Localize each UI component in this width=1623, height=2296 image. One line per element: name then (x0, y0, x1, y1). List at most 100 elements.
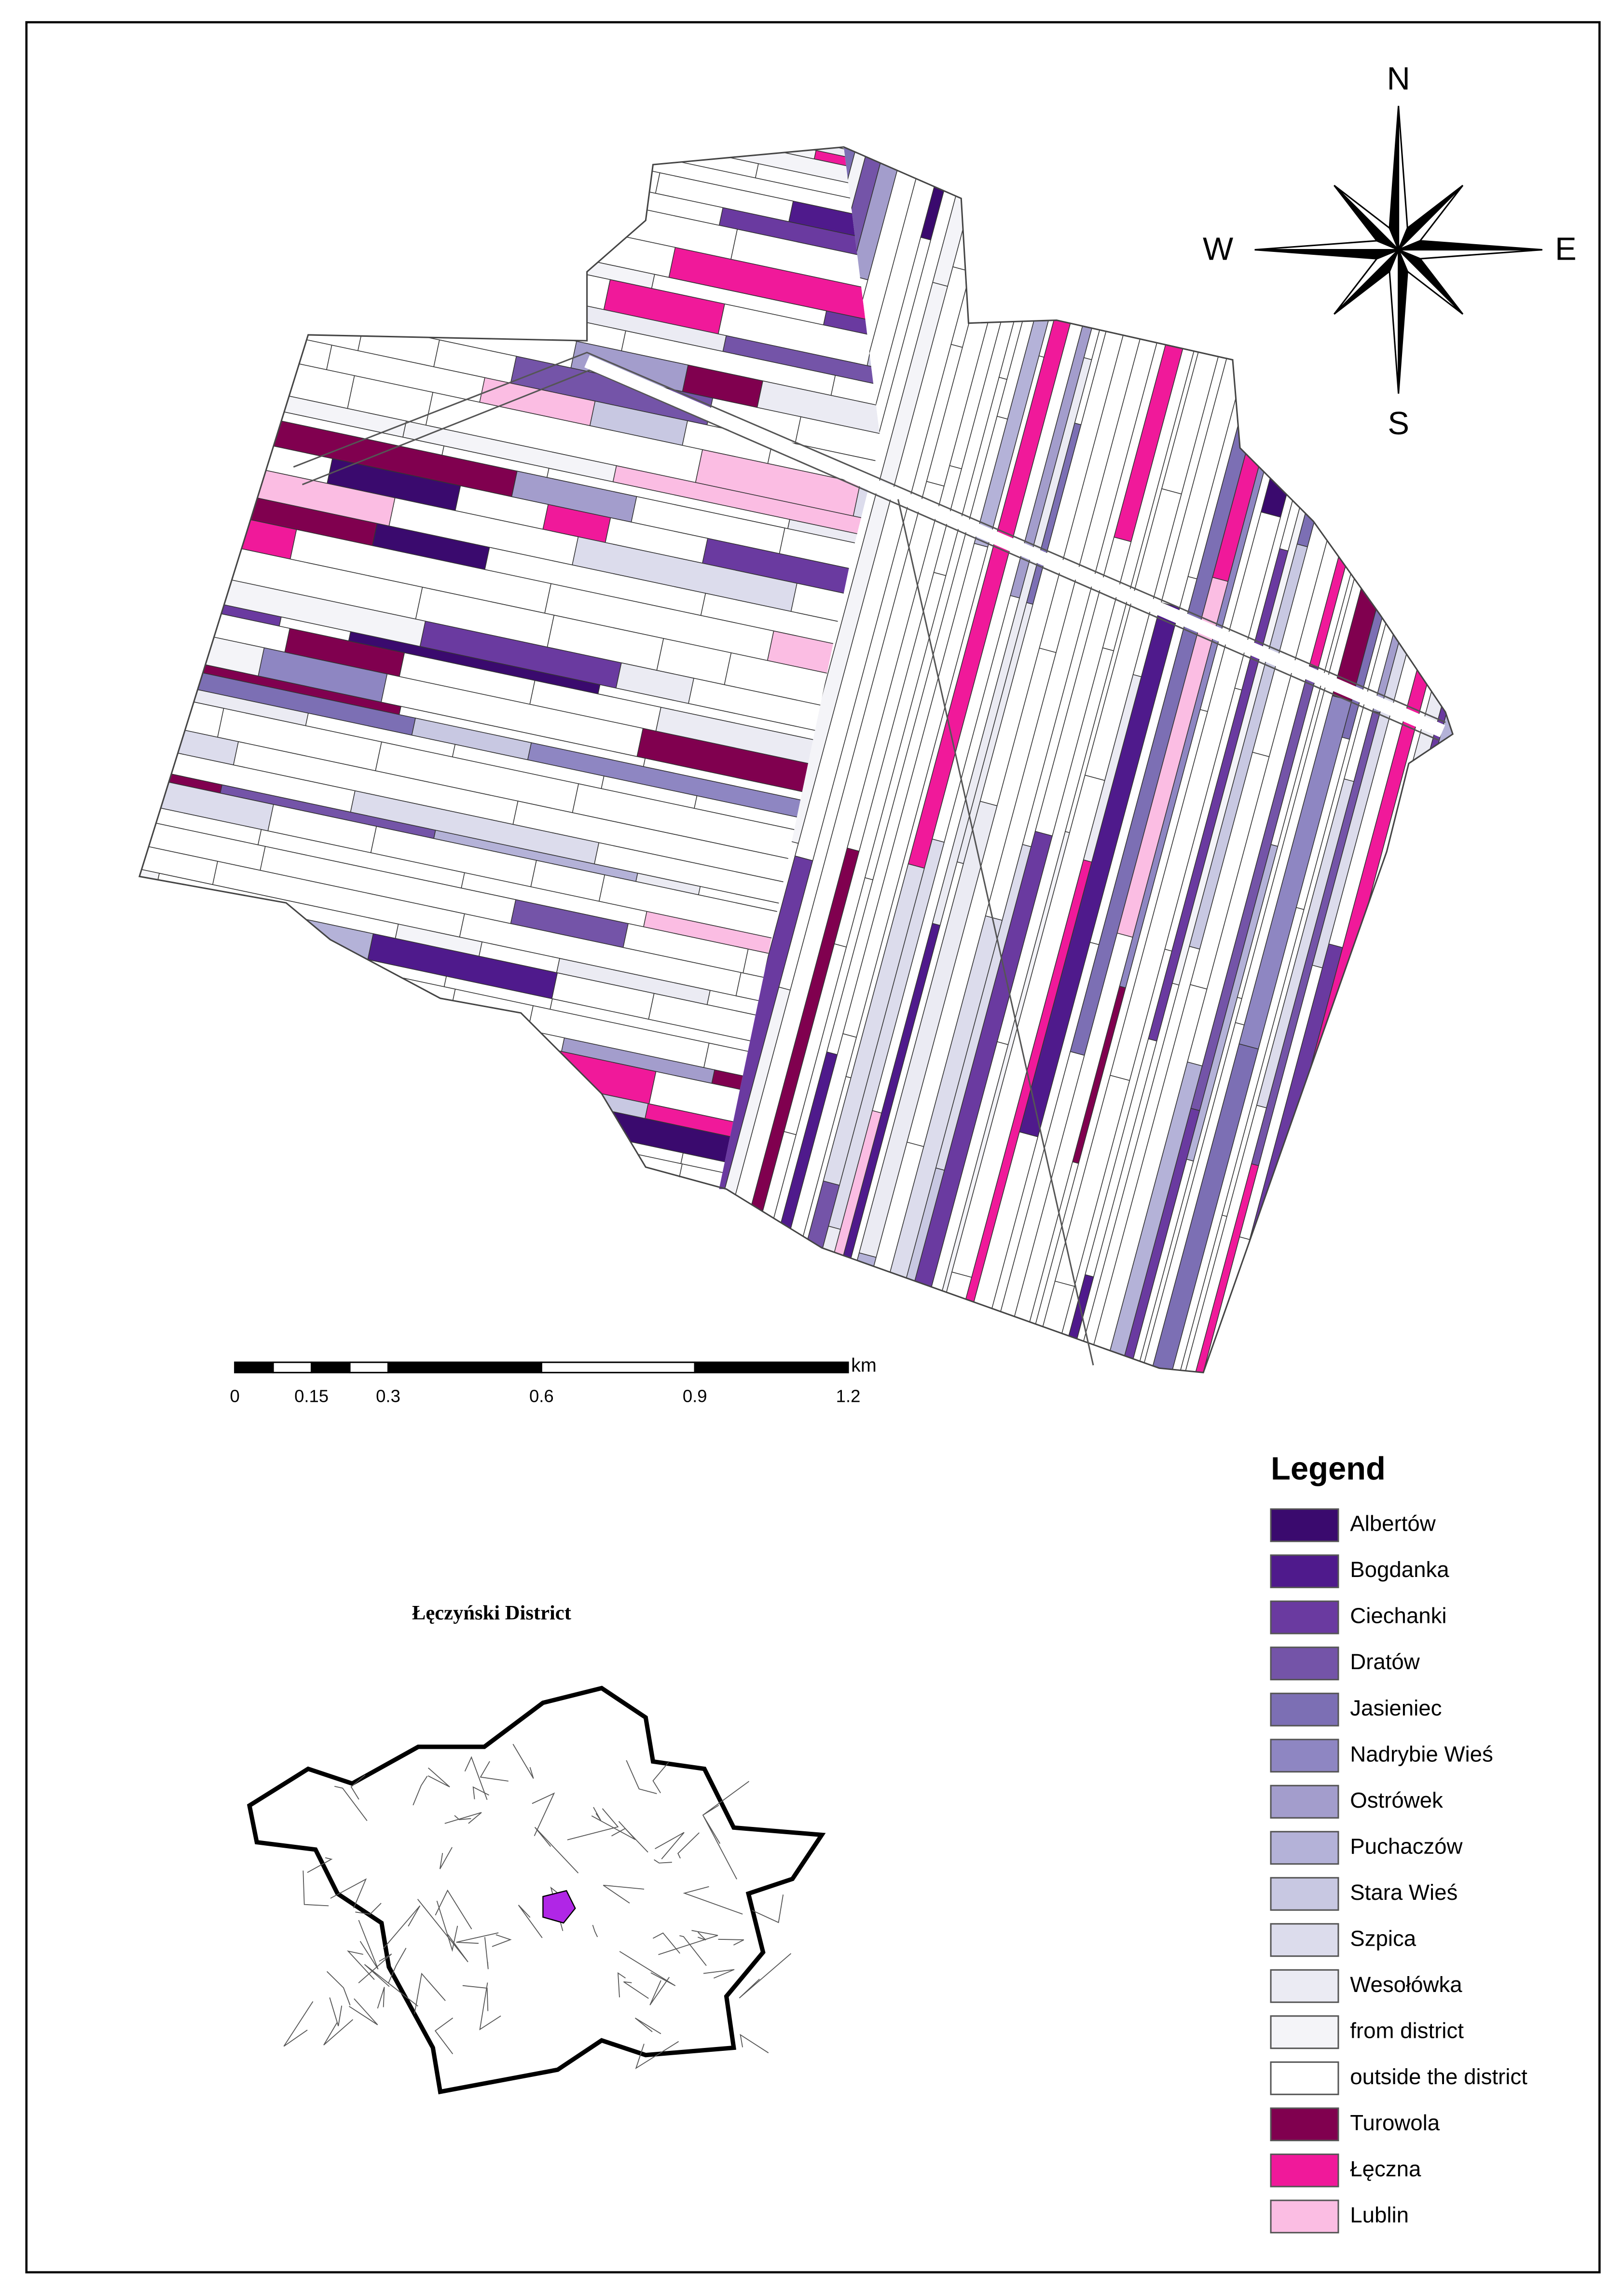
compass-rose (1254, 106, 1542, 394)
commune-boundary (444, 1812, 482, 1824)
commune-boundary (512, 1743, 534, 1779)
district-communes (283, 1743, 792, 2070)
commune-boundary (677, 1832, 700, 1859)
legend-label: Bogdanka (1350, 1557, 1449, 1582)
commune-boundary (307, 1857, 333, 1873)
commune-boundary (358, 1920, 379, 1970)
commune-boundary (698, 1932, 706, 1941)
commune-boundary (603, 1884, 645, 1904)
compass-east: E (1555, 231, 1577, 267)
legend-label: Nadrybie Wieś (1350, 1742, 1493, 1766)
legend-swatch (1270, 1831, 1339, 1865)
scale-bar: 0 0.15 0.3 0.6 0.9 1.2 (230, 1361, 860, 1406)
parcel (795, 416, 880, 489)
commune-boundary (739, 1953, 792, 1999)
commune-boundary (740, 2033, 769, 2053)
study-area (542, 1890, 576, 1924)
track (897, 499, 1094, 1366)
parcel (1607, 0, 1623, 13)
scale-label: 0.6 (529, 1386, 554, 1406)
commune-boundary (635, 2041, 679, 2070)
commune-boundary (454, 1815, 471, 1820)
legend-swatch (1270, 1600, 1339, 1634)
commune-boundary (611, 1828, 648, 1853)
scale-segment (311, 1361, 351, 1373)
parcel (756, 380, 880, 465)
commune-boundary (462, 1985, 489, 2011)
commune-boundary (617, 1972, 626, 1998)
commune-boundary (436, 1900, 458, 1952)
legend-label: Jasieniec (1350, 1696, 1442, 1720)
commune-boundary (323, 2019, 354, 2046)
commune-boundary (326, 1971, 351, 2006)
scale-label: 0.9 (683, 1386, 707, 1406)
commune-boundary (464, 1756, 488, 1800)
commune-boundary (623, 1981, 649, 1999)
legend-swatch (1270, 2153, 1339, 2187)
commune-boundary (518, 1905, 543, 1938)
legend-label: Puchaczów (1350, 1834, 1463, 1858)
commune-boundary (652, 1762, 669, 1794)
commune-boundary (592, 1924, 598, 1937)
scale-label: 0.3 (376, 1386, 400, 1406)
parcel (1619, 0, 1623, 207)
commune-boundary (456, 1932, 499, 1944)
commune-boundary (377, 1987, 385, 2009)
commune-boundary (655, 1832, 685, 1860)
scale-label: 0 (230, 1386, 240, 1406)
commune-boundary (434, 2018, 454, 2055)
parcel (0, 1150, 20, 1189)
legend-swatch (1270, 1646, 1339, 1681)
legend-swatch (1270, 1969, 1339, 2003)
parcel (1442, 0, 1529, 5)
compass-point (1334, 184, 1400, 250)
commune-boundary (702, 1781, 750, 1816)
legend-swatch (1270, 2015, 1339, 2049)
commune-boundary (348, 1998, 378, 2025)
commune-boundary (350, 1774, 366, 1800)
commune-boundary (652, 1932, 680, 1954)
commune-boundary (330, 1878, 367, 1909)
scale-label: 0.15 (294, 1386, 329, 1406)
compass-south: S (1388, 405, 1409, 442)
road-fill (584, 355, 1445, 737)
commune-boundary (492, 1934, 512, 1947)
commune-boundary (413, 1775, 428, 1806)
commune-boundary (388, 1948, 407, 1984)
scale-segment (540, 1361, 696, 1373)
commune-boundary (439, 1847, 453, 1869)
commune-boundary (283, 2001, 314, 2047)
commune-boundary (484, 1937, 489, 1969)
commune-boundary (472, 1786, 489, 1799)
parcel (1602, 0, 1623, 347)
parcel (1546, 0, 1623, 8)
legend-title: Legend (1271, 1451, 1386, 1487)
legend-label: Stara Wieś (1350, 1880, 1458, 1905)
commune-boundary (703, 1969, 735, 1979)
legend: Albertów Bogdanka Ciechanki Dratów Jasieniec… (1270, 1508, 1527, 2234)
legend-swatch (1270, 1692, 1339, 1727)
commune-boundary (303, 1870, 329, 1907)
legend-swatch (1270, 1508, 1339, 1542)
compass-west: W (1203, 231, 1233, 267)
commune-boundary (654, 1859, 672, 1864)
commune-boundary (626, 1760, 657, 1794)
scale-segment (234, 1361, 274, 1373)
legend-label: Wesołówka (1350, 1972, 1462, 1997)
legend-swatch (1270, 1739, 1339, 1773)
commune-boundary (417, 1899, 468, 1963)
legend-label: from district (1350, 2018, 1464, 2043)
commune-boundary (593, 1807, 602, 1821)
parcel (1503, 0, 1577, 6)
commune-boundary (364, 1964, 418, 2007)
commune-boundary (346, 1950, 375, 1980)
legend-swatch (1270, 1877, 1339, 1911)
scale-unit: km (851, 1355, 877, 1376)
map-outline (138, 146, 1454, 1373)
commune-boundary (532, 1792, 555, 1837)
parcel (788, 200, 880, 273)
legend-label: Ostrówek (1350, 1788, 1443, 1812)
commune-boundary (702, 1815, 737, 1880)
legend-swatch (1270, 1784, 1339, 1819)
legend-label: Łęczna (1350, 2157, 1421, 2181)
